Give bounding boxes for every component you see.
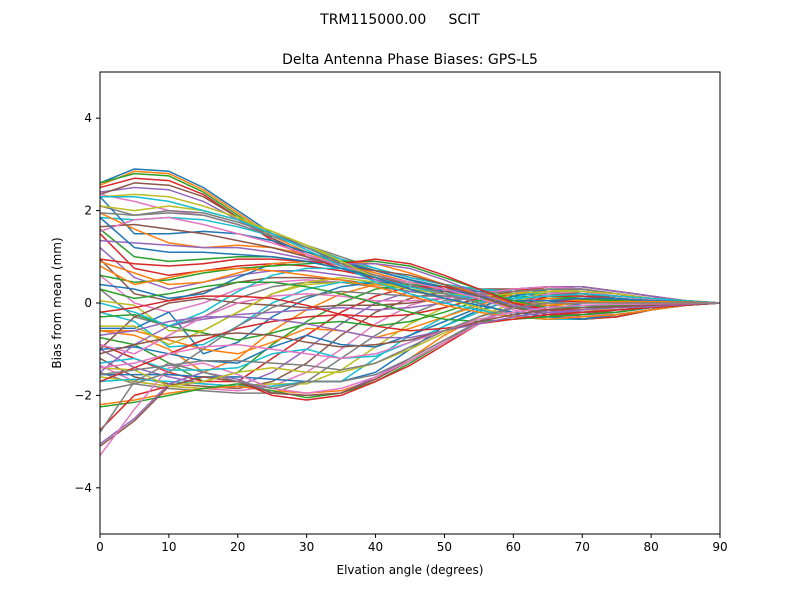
series-line-62 — [100, 265, 720, 320]
series-layer — [100, 168, 720, 456]
series-line-45 — [100, 286, 720, 373]
chart-title: Delta Antenna Phase Biases: GPS-L5 — [282, 52, 538, 68]
x-tick-label: 90 — [712, 540, 727, 554]
series-line-53 — [100, 260, 720, 309]
x-tick-label: 20 — [230, 540, 245, 554]
series-line-66 — [100, 302, 720, 355]
series-line-51 — [100, 260, 720, 304]
y-tick-label: 2 — [84, 204, 92, 218]
x-axis-label: Elvation angle (degrees) — [337, 563, 484, 577]
y-tick-label: −4 — [74, 481, 92, 495]
series-line-50 — [100, 267, 720, 327]
x-tick-label: 10 — [161, 540, 176, 554]
y-tick-label: 0 — [84, 296, 92, 310]
x-tick-label: 0 — [96, 540, 104, 554]
x-tick-label: 30 — [299, 540, 314, 554]
x-tick-label: 50 — [437, 540, 452, 554]
y-tick-label: 4 — [84, 111, 92, 125]
x-tick-label: 40 — [368, 540, 383, 554]
y-tick-label: −2 — [74, 388, 92, 402]
series-line-63 — [100, 281, 720, 323]
x-tick-label: 80 — [643, 540, 658, 554]
series-line-33 — [100, 295, 720, 408]
figure-suptitle: TRM115000.00 SCIT — [319, 12, 480, 28]
series-line-52 — [100, 260, 720, 307]
axes-layer: 0 10 20 30 40 50 60 70 80 90 −4 −2 0 2 4 — [74, 71, 728, 554]
x-tick-label: 60 — [506, 540, 521, 554]
series-line-65 — [100, 302, 720, 339]
y-axis-label: Bias from mean (mm) — [50, 237, 64, 368]
series-lines — [100, 168, 720, 456]
x-tick-label: 70 — [575, 540, 590, 554]
series-line-67 — [100, 302, 720, 369]
series-line-64 — [100, 295, 720, 332]
series-line-68 — [100, 302, 720, 376]
